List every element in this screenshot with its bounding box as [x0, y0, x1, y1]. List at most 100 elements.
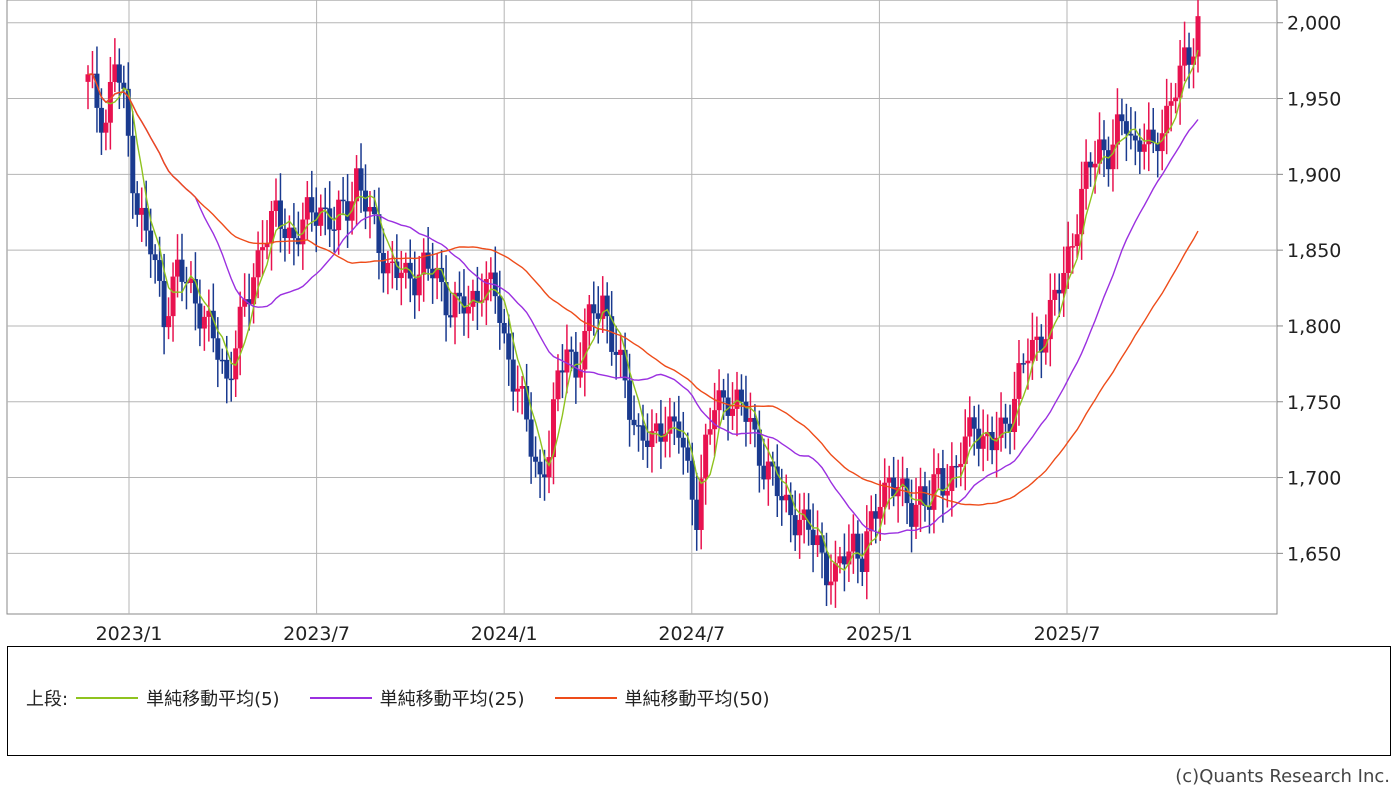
candle-body — [698, 478, 704, 530]
candle-body — [354, 168, 360, 202]
candle-body — [658, 423, 664, 442]
candle-body — [971, 417, 977, 429]
candle-body — [882, 482, 888, 507]
candle-body — [909, 503, 915, 527]
candle-body — [604, 295, 610, 317]
candle-body — [456, 292, 462, 297]
candle-body — [483, 279, 489, 301]
x-tick-label: 2025/7 — [1034, 623, 1101, 645]
candle-body — [721, 390, 727, 398]
candle-body — [962, 436, 968, 464]
candle-body — [1038, 336, 1044, 353]
candle-body — [609, 316, 615, 352]
candle-body — [515, 388, 521, 392]
candle-body — [524, 386, 530, 420]
candle-body — [1003, 417, 1009, 424]
candle-body — [958, 463, 964, 467]
candle-body — [550, 399, 556, 458]
x-tick-label: 2024/1 — [471, 623, 538, 645]
candle-body — [1191, 56, 1197, 65]
candle-body — [806, 509, 812, 530]
candle-body — [577, 369, 583, 378]
candle-body — [1141, 144, 1147, 152]
candle-body — [1123, 121, 1129, 134]
candle-body — [1011, 398, 1017, 433]
candle-body — [591, 304, 597, 314]
y-tick-label: 1,650 — [1287, 543, 1341, 565]
candle-body — [251, 277, 257, 305]
candle-body — [743, 401, 749, 422]
candle-body — [528, 419, 534, 457]
candle-body — [157, 260, 163, 281]
candle-body — [264, 243, 270, 248]
candle-body — [877, 506, 883, 519]
candle-body — [873, 511, 879, 519]
candle-body — [161, 280, 167, 328]
candle-body — [1186, 47, 1192, 65]
candle-body — [935, 468, 941, 475]
candle-body — [479, 300, 485, 303]
candle-body — [416, 274, 422, 296]
candle-body — [980, 436, 986, 449]
candle-body — [926, 505, 932, 510]
candle-body — [166, 316, 172, 328]
candle-body — [900, 478, 906, 487]
candle-body — [228, 378, 234, 381]
candle-body — [712, 410, 718, 430]
legend-swatch-sma50 — [554, 697, 617, 699]
candle-body — [219, 359, 225, 362]
candle-body — [837, 556, 843, 564]
candle-body — [130, 135, 136, 194]
candle-body — [904, 478, 910, 504]
candle-body — [595, 313, 601, 319]
candle-body — [815, 535, 821, 546]
candle-body — [425, 252, 431, 269]
candle-body — [192, 279, 198, 304]
candle-body — [944, 491, 950, 496]
candle-body — [1007, 423, 1013, 433]
candle-body — [1070, 246, 1076, 248]
candle-body — [967, 417, 973, 437]
candle-body — [286, 227, 292, 239]
candle-body — [953, 465, 959, 468]
candle-body — [707, 429, 713, 435]
candle-body — [738, 389, 744, 402]
candle-body — [501, 322, 507, 334]
candle-body — [680, 437, 686, 448]
candle-body — [1146, 129, 1152, 145]
candle-body — [533, 456, 539, 462]
candle-body — [1061, 273, 1067, 294]
candle-body — [828, 581, 834, 586]
candle-body — [792, 515, 798, 536]
candle-body — [1016, 363, 1022, 399]
candle-body — [304, 197, 310, 220]
legend-swatch-sma25 — [309, 697, 372, 699]
candle-body — [1088, 161, 1094, 168]
candle-body — [546, 457, 552, 478]
candle-body — [895, 486, 901, 497]
candle-body — [913, 504, 919, 527]
candle-body — [443, 282, 449, 316]
candle-body — [327, 208, 333, 230]
legend-item-sma25: 単純移動平均(25) — [302, 685, 525, 711]
candle-body — [618, 349, 624, 355]
y-tick-label: 1,700 — [1287, 468, 1341, 490]
candle-body — [1155, 143, 1161, 152]
candle-body — [134, 193, 140, 215]
candle-body — [273, 200, 279, 212]
legend: 上段: 単純移動平均(5) 単純移動平均(25) 単純移動平均(50) — [7, 646, 1391, 756]
candle-body — [797, 519, 803, 536]
legend-row: 上段: 単純移動平均(5) 単純移動平均(25) 単純移動平均(50) — [26, 685, 791, 711]
candle-body — [1056, 289, 1062, 294]
candle-body — [891, 477, 897, 497]
candle-body — [224, 359, 230, 379]
ma-line-5 — [87, 49, 1199, 572]
candle-body — [568, 349, 574, 352]
candle-body — [788, 494, 794, 516]
candle-body — [340, 199, 346, 202]
candle-body — [1177, 65, 1183, 98]
candle-body — [537, 461, 543, 475]
candle-body — [636, 425, 642, 427]
candle-body — [116, 64, 122, 83]
candle-body — [542, 474, 548, 478]
